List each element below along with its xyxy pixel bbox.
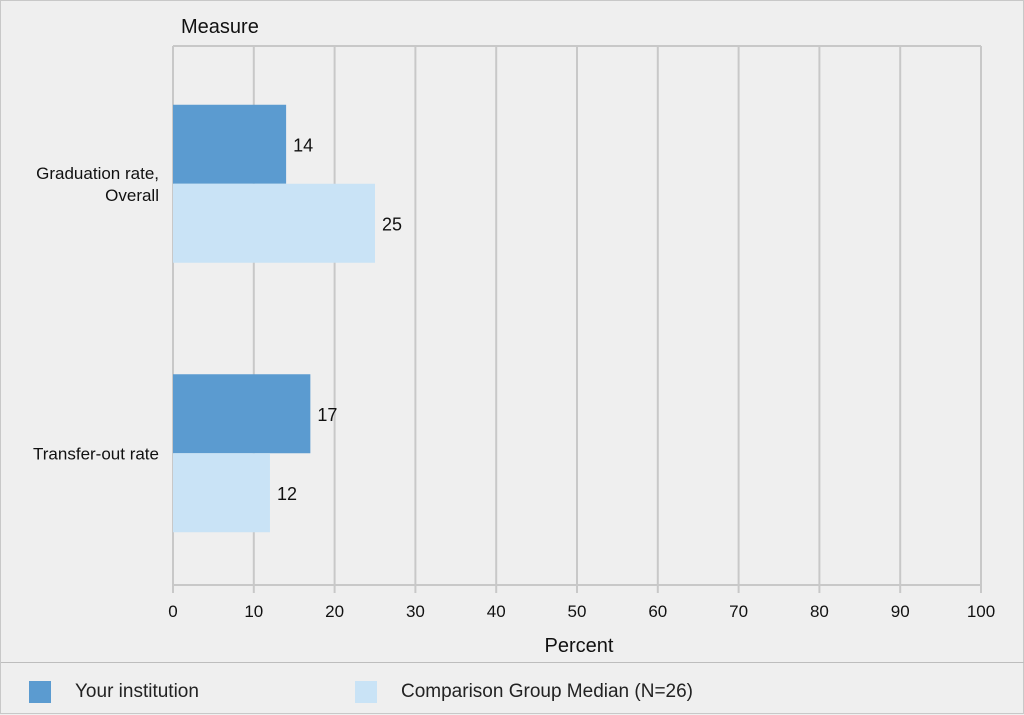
category-label-line: Transfer-out rate — [33, 444, 159, 463]
tick-label-x-10: 10 — [244, 602, 263, 621]
tick-label-x-100: 100 — [967, 602, 995, 621]
bar-chart: 14 25 17 12 0 10 20 30 40 50 60 70 80 90 100 Graduatio… — [33, 16, 995, 657]
legend-item-comparison-group: Comparison Group Median (N=26) — [355, 681, 693, 703]
tick-label-x-30: 30 — [406, 602, 425, 621]
tick-label-x-50: 50 — [568, 602, 587, 621]
bars: 14 25 17 12 — [173, 104, 402, 533]
legend-item-your-institution: Your institution — [29, 681, 199, 703]
bar-your-institution-0 — [173, 104, 287, 184]
bar-comparison-group-0 — [173, 183, 375, 263]
tick-label-x-20: 20 — [325, 602, 344, 621]
tick-label-x-80: 80 — [810, 602, 829, 621]
tick-label-x-60: 60 — [648, 602, 667, 621]
data-label-your-institution-1: 17 — [317, 405, 337, 425]
category-label-0: Graduation rate, Overall — [36, 164, 159, 205]
legend-label-comparison-group: Comparison Group Median (N=26) — [401, 681, 693, 702]
legend-swatch-comparison-group — [355, 681, 377, 703]
legend-label-your-institution: Your institution — [75, 681, 199, 702]
axes: 0 10 20 30 40 50 60 70 80 90 100 Graduation rate, Ov… — [33, 164, 995, 621]
tick-label-x-70: 70 — [729, 602, 748, 621]
data-label-comparison-group-0: 25 — [382, 214, 402, 234]
category-label-line: Overall — [105, 186, 159, 205]
legend-swatch-your-institution — [29, 681, 51, 703]
bar-your-institution-1 — [173, 374, 311, 454]
legend: Your institution Comparison Group Median… — [1, 662, 1024, 715]
tick-label-x-90: 90 — [891, 602, 910, 621]
y-axis-title: Measure — [181, 16, 259, 38]
gridlines — [172, 45, 982, 585]
tick-label-x-40: 40 — [487, 602, 506, 621]
category-label-line: Graduation rate, — [36, 164, 159, 183]
data-label-your-institution-0: 14 — [293, 135, 313, 155]
tick-label-x-0: 0 — [168, 602, 177, 621]
x-axis-title: Percent — [545, 635, 614, 657]
data-label-comparison-group-1: 12 — [277, 484, 297, 504]
bar-comparison-group-1 — [173, 453, 270, 533]
category-label-1: Transfer-out rate — [33, 444, 159, 463]
